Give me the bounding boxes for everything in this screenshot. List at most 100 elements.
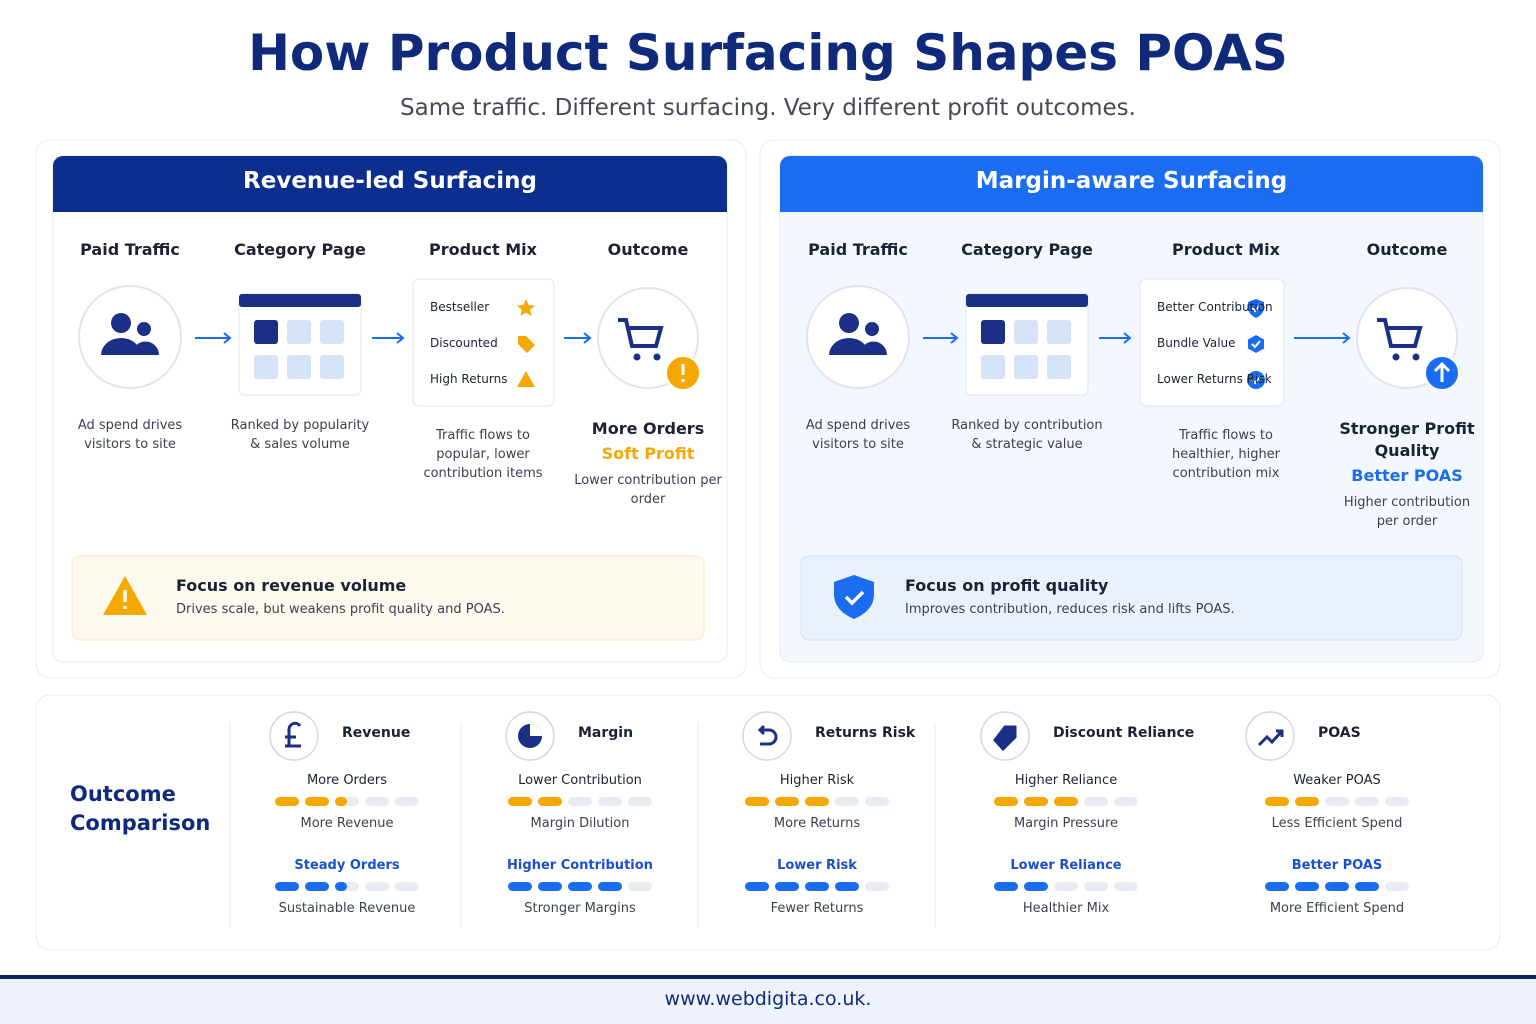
warning-icon (517, 371, 535, 387)
mix-item: High Returns (430, 372, 508, 386)
rating-dot (365, 882, 389, 891)
panel-title: Margin-aware Surfacing (975, 168, 1288, 194)
rating-dot (1385, 797, 1409, 806)
outcome-title: Stronger Profit Quality (1339, 419, 1475, 460)
step-caption: Traffic flows to healthier, higher contr… (1171, 428, 1281, 481)
page-tile (320, 355, 344, 379)
step-label: Category Page (961, 240, 1093, 259)
rating-fill (775, 797, 799, 806)
rating (994, 797, 1138, 806)
rating-fill (1325, 882, 1349, 891)
rating-dot (598, 797, 622, 806)
rating-fill (805, 797, 829, 806)
rating-fill (994, 882, 1018, 891)
rating-label: Better POAS (1291, 858, 1383, 873)
metric-name: Returns Risk (815, 725, 916, 741)
step-label: Outcome (1366, 240, 1448, 259)
rating-sublabel: More Returns (773, 816, 861, 831)
page-tile (1014, 320, 1038, 344)
page-tile (254, 355, 278, 379)
rating-dot (835, 797, 859, 806)
metric-symbol (285, 721, 302, 748)
page-tile (320, 320, 344, 344)
metric-symbol (1257, 729, 1284, 747)
rating-label: Lower Contribution (518, 773, 642, 788)
rating-dot (568, 797, 592, 806)
step-caption: Ranked by popularity & sales volume (230, 418, 370, 452)
step-label: Category Page (234, 240, 366, 259)
mix-card (1139, 278, 1285, 407)
rating-dot (395, 797, 419, 806)
comparison-title: Outcome Comparison (70, 782, 211, 835)
step-caption: Ad spend drives visitors to site (805, 418, 911, 452)
mix-card (412, 278, 555, 407)
rating-fill (275, 882, 299, 891)
rating (745, 797, 889, 806)
rating-dot (1325, 797, 1349, 806)
rating-fill (335, 797, 347, 806)
rating-dot (865, 882, 889, 891)
panel-header (780, 156, 1483, 212)
rating-fill (1054, 797, 1078, 806)
cube-icon (1248, 335, 1264, 353)
subtitle: Same traffic. Different surfacing. Very … (400, 95, 1136, 121)
rating-fill (305, 882, 329, 891)
focus-text: Drives scale, but weakens profit quality… (176, 602, 505, 617)
metric-icon (742, 711, 792, 761)
footer-band (0, 977, 1536, 1024)
outcome-highlight: Better POAS (1351, 466, 1463, 485)
step-label: Paid Traffic (808, 240, 908, 259)
rating-fill (994, 797, 1018, 806)
rating-dot (628, 797, 652, 806)
outcome-text: More Orders Soft Profit Lower contribution… (573, 418, 723, 509)
rating-dot (365, 797, 389, 806)
user-body (860, 341, 887, 355)
page-tile (981, 320, 1005, 344)
mix-item: Bundle Value (1157, 336, 1236, 350)
rating (508, 797, 652, 806)
focus-text: Improves contribution, reduces risk and … (905, 602, 1235, 617)
step-label: Product Mix (429, 240, 537, 259)
page-bar (966, 294, 1088, 307)
page-tile (287, 320, 311, 344)
rating-dot (395, 882, 419, 891)
outcome-caption: Lower contribution per order (574, 473, 722, 507)
rating (275, 882, 419, 891)
focus-box (71, 555, 705, 641)
rating-dot (1385, 882, 1409, 891)
panel-title: Revenue-led Surfacing (243, 168, 537, 194)
rating-fill (1265, 797, 1289, 806)
rating-dot (1355, 797, 1379, 806)
rating-fill (1024, 797, 1048, 806)
rating (1265, 797, 1409, 806)
rating-sublabel: Margin Dilution (530, 816, 630, 831)
rating (994, 882, 1138, 891)
user-head (111, 313, 131, 333)
rating-label: Higher Contribution (507, 858, 653, 873)
page-card (965, 293, 1089, 396)
rating-sublabel: Healthier Mix (1022, 901, 1110, 916)
rating (508, 882, 652, 891)
title: How Product Surfacing Shapes POAS (248, 24, 1288, 82)
page-bar (239, 294, 361, 307)
rating-sublabel: Stronger Margins (524, 901, 636, 916)
rating-fill (508, 797, 532, 806)
rating-dot (865, 797, 889, 806)
rating-fill (775, 882, 799, 891)
rating-sublabel: Less Efficient Spend (1271, 816, 1403, 831)
rating-fill (275, 797, 299, 806)
star-icon (517, 299, 535, 316)
footer-rule (0, 975, 1536, 979)
check-mark (1251, 376, 1261, 385)
cart-wheel (1412, 353, 1420, 361)
rating-label: Steady Orders (294, 858, 400, 873)
mix-item: Bestseller (430, 300, 490, 314)
rating-sublabel: Sustainable Revenue (278, 901, 416, 916)
traffic-icon-bg (78, 285, 182, 389)
metric-icon (1245, 711, 1295, 761)
page-card (238, 293, 362, 396)
rating-fill (335, 882, 347, 891)
rating-fill (538, 797, 562, 806)
panel-header (53, 156, 727, 212)
mix-item: Discounted (430, 336, 498, 350)
